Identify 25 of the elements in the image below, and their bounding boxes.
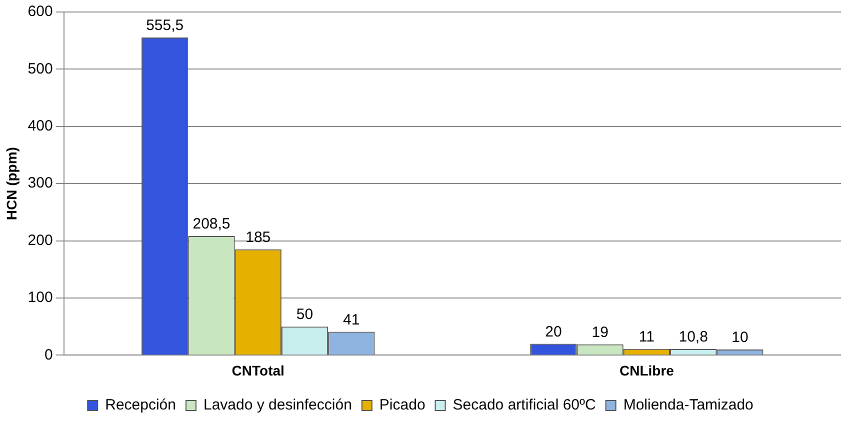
y-tick-label: 100 [28,289,53,306]
data-label: 19 [592,324,608,341]
y-tick-label: 600 [28,3,53,20]
data-label: 10,8 [678,328,708,346]
y-tick-label: 200 [28,232,53,249]
legend-label: Recepción [105,396,176,414]
data-label: 208,5 [192,216,230,233]
y-tick-label: 0 [44,346,53,364]
legend-label: Picado [379,396,426,414]
data-label: 10 [732,329,748,346]
x-tick-label: CNLibre [619,362,674,378]
data-label: 20 [545,323,562,340]
data-label: 50 [296,306,314,324]
data-label: 185 [246,229,271,246]
legend-label: Molienda-Tamizado [623,396,754,414]
data-label: 555,5 [146,17,184,34]
y-tick-label: 500 [28,60,53,78]
legend-label: Lavado y desinfección [203,396,352,414]
y-tick-label: 400 [28,118,53,135]
y-axis-title: HCN (ppm) [3,147,20,220]
data-label: 11 [638,328,654,346]
data-label: 41 [343,311,360,328]
x-tick-label: CNTotal [232,362,284,378]
legend-label: Secado artificial 60ºC [452,396,596,414]
y-tick-label: 300 [28,174,53,192]
